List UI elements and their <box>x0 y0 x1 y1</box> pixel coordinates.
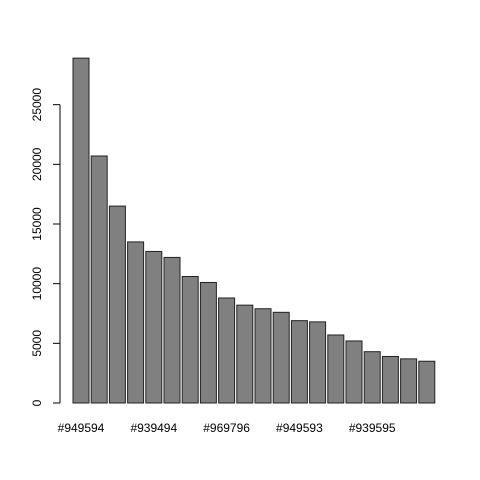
bar <box>145 250 163 404</box>
bar <box>400 358 418 404</box>
y-tick-label: 20000 <box>30 147 44 181</box>
bar <box>418 360 436 404</box>
bar <box>290 320 308 404</box>
y-tick-label: 5000 <box>30 330 44 357</box>
y-tick-label: 0 <box>30 399 44 406</box>
bar <box>127 241 145 404</box>
bar <box>381 355 399 404</box>
bar <box>327 334 345 404</box>
bar <box>254 308 272 404</box>
bar <box>108 205 126 404</box>
bar <box>345 340 363 404</box>
bar <box>90 155 108 404</box>
bar <box>236 304 254 404</box>
bar <box>272 311 290 404</box>
y-tick-label: 10000 <box>30 267 44 301</box>
x-tick-label: #949594 <box>58 421 105 435</box>
y-tick-label: 25000 <box>30 88 44 122</box>
bar <box>363 351 381 404</box>
bar <box>309 321 327 404</box>
bar <box>199 281 217 404</box>
bar <box>218 297 236 404</box>
x-tick-label: #939494 <box>130 421 177 435</box>
x-tick-label: #969796 <box>203 421 250 435</box>
x-tick-label: #939595 <box>349 421 396 435</box>
bar <box>163 256 181 404</box>
bar <box>72 57 90 404</box>
x-tick-label: #949593 <box>276 421 323 435</box>
y-tick-label: 15000 <box>30 207 44 241</box>
bar <box>181 276 199 404</box>
